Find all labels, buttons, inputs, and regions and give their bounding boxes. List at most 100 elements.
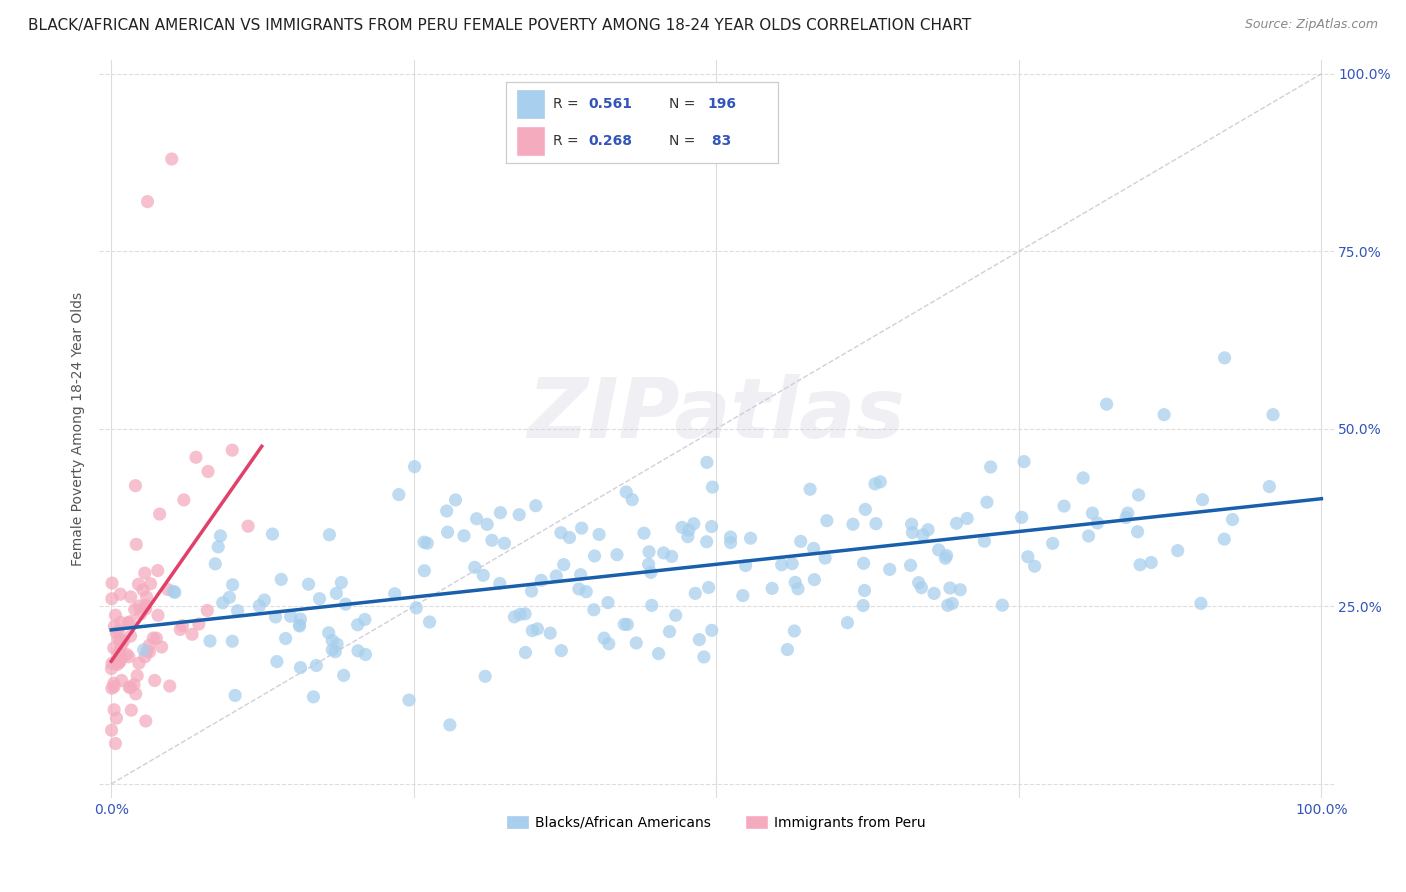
Point	[901, 525, 924, 540]
Point	[606, 548, 628, 562]
Point	[596, 596, 619, 610]
Point	[146, 608, 169, 623]
Point	[384, 587, 406, 601]
Text: Source: ZipAtlas.com: Source: ZipAtlas.com	[1244, 18, 1378, 31]
Point	[731, 589, 754, 603]
Point	[146, 564, 169, 578]
Point	[218, 591, 240, 605]
Point	[104, 608, 127, 623]
Point	[266, 655, 288, 669]
Point	[204, 557, 226, 571]
Point	[787, 582, 810, 596]
Point	[129, 607, 152, 621]
Point	[321, 633, 343, 648]
Point	[780, 557, 803, 571]
Point	[1128, 488, 1150, 502]
Point	[1261, 408, 1284, 422]
Point	[221, 634, 243, 648]
Point	[413, 564, 436, 578]
Point	[120, 590, 142, 604]
Point	[236, 519, 259, 533]
Point	[135, 590, 157, 604]
Point	[103, 619, 125, 633]
Point	[465, 512, 488, 526]
Point	[621, 492, 644, 507]
Point	[332, 668, 354, 682]
Point	[110, 615, 132, 630]
Point	[453, 529, 475, 543]
Point	[582, 603, 605, 617]
Point	[101, 576, 124, 591]
Point	[638, 545, 661, 559]
Point	[181, 627, 204, 641]
Point	[515, 646, 537, 660]
Point	[127, 577, 149, 591]
Point	[108, 656, 131, 670]
Point	[1222, 512, 1244, 526]
Point	[108, 655, 131, 669]
Point	[569, 567, 592, 582]
Point	[173, 492, 195, 507]
Point	[658, 624, 681, 639]
Point	[209, 529, 232, 543]
Point	[945, 516, 967, 531]
Point	[696, 534, 718, 549]
Point	[132, 582, 155, 597]
Point	[125, 537, 148, 551]
Point	[503, 610, 526, 624]
Point	[110, 673, 132, 688]
Point	[198, 634, 221, 648]
Point	[108, 643, 131, 657]
Point	[637, 558, 659, 572]
Point	[135, 601, 157, 615]
Point	[853, 502, 876, 516]
Point	[1213, 351, 1236, 365]
Point	[124, 478, 146, 492]
Point	[550, 525, 572, 540]
Point	[789, 534, 811, 549]
Point	[598, 637, 620, 651]
Point	[935, 549, 957, 563]
Point	[488, 576, 510, 591]
Point	[1053, 499, 1076, 513]
Point	[991, 598, 1014, 612]
Point	[641, 599, 664, 613]
Point	[139, 576, 162, 591]
Point	[120, 615, 142, 629]
Point	[513, 607, 536, 621]
Point	[571, 521, 593, 535]
Point	[477, 517, 499, 532]
Point	[270, 573, 292, 587]
Point	[145, 631, 167, 645]
Point	[911, 528, 934, 542]
Point	[665, 608, 688, 623]
Point	[302, 690, 325, 704]
Point	[169, 623, 191, 637]
Point	[917, 523, 939, 537]
Point	[720, 535, 742, 549]
Point	[956, 511, 979, 525]
Point	[776, 642, 799, 657]
Point	[207, 540, 229, 554]
Point	[481, 533, 503, 548]
Point	[120, 703, 142, 717]
Point	[474, 669, 496, 683]
Point	[558, 531, 581, 545]
Point	[837, 615, 859, 630]
Point	[330, 575, 353, 590]
Point	[815, 514, 838, 528]
Point	[696, 455, 718, 469]
Point	[814, 551, 837, 566]
Point	[783, 624, 806, 638]
Point	[104, 737, 127, 751]
Point	[976, 495, 998, 509]
Point	[187, 617, 209, 632]
Point	[682, 516, 704, 531]
Point	[118, 681, 141, 695]
Point	[120, 680, 142, 694]
Point	[136, 644, 159, 658]
Point	[973, 534, 995, 549]
Point	[110, 650, 132, 665]
Point	[107, 646, 129, 660]
Point	[134, 566, 156, 580]
